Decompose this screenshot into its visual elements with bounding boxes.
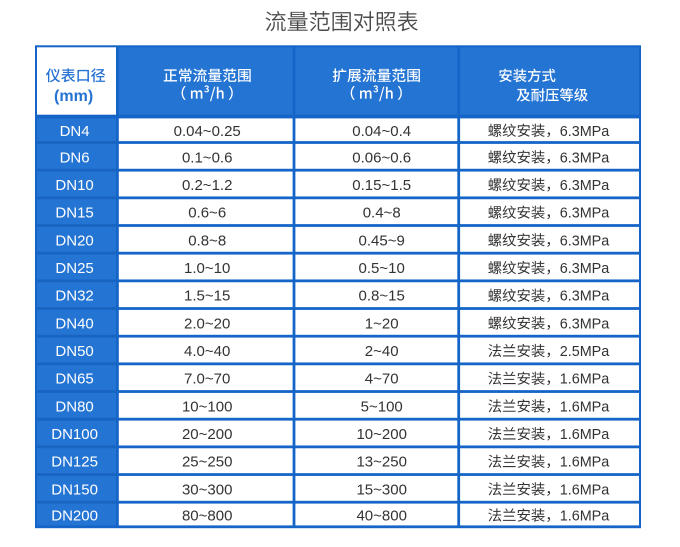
svg-text:2.5MPa: 2.5MPa bbox=[560, 344, 610, 360]
svg-text:1.6MPa: 1.6MPa bbox=[560, 427, 610, 443]
svg-text:15~300: 15~300 bbox=[356, 481, 406, 498]
svg-text:DN40: DN40 bbox=[55, 315, 93, 332]
svg-text:1.6MPa: 1.6MPa bbox=[560, 455, 610, 471]
svg-text:0.45~9: 0.45~9 bbox=[359, 232, 405, 249]
svg-text:4.0~40: 4.0~40 bbox=[184, 343, 230, 360]
svg-text:0.8~15: 0.8~15 bbox=[359, 288, 405, 305]
svg-text:40~800: 40~800 bbox=[356, 508, 406, 525]
svg-text:4~70: 4~70 bbox=[365, 371, 399, 388]
svg-text:DN4: DN4 bbox=[60, 123, 90, 140]
svg-text:1.6MPa: 1.6MPa bbox=[560, 399, 610, 415]
svg-text:DN25: DN25 bbox=[55, 260, 93, 277]
svg-text:80~800: 80~800 bbox=[182, 508, 232, 525]
svg-text:13~250: 13~250 bbox=[356, 454, 406, 471]
svg-text:10~100: 10~100 bbox=[182, 398, 232, 415]
svg-text:6.3MPa: 6.3MPa bbox=[560, 289, 610, 305]
svg-text:DN200: DN200 bbox=[51, 508, 98, 525]
svg-text:DN50: DN50 bbox=[55, 343, 93, 360]
svg-text:6.3MPa: 6.3MPa bbox=[560, 316, 610, 332]
svg-text:0.06~0.6: 0.06~0.6 bbox=[352, 149, 411, 166]
svg-text:DN100: DN100 bbox=[51, 426, 98, 443]
svg-text:0.1~0.6: 0.1~0.6 bbox=[182, 149, 232, 166]
svg-text:0.2~1.2: 0.2~1.2 bbox=[182, 177, 232, 194]
svg-text:0.4~8: 0.4~8 bbox=[363, 205, 401, 222]
svg-text:1.6MPa: 1.6MPa bbox=[560, 482, 610, 498]
svg-text:1~20: 1~20 bbox=[365, 315, 399, 332]
svg-text:6.3MPa: 6.3MPa bbox=[560, 178, 610, 194]
svg-text:0.6~6: 0.6~6 bbox=[188, 205, 226, 222]
svg-text:6.3MPa: 6.3MPa bbox=[560, 261, 610, 277]
svg-text:DN65: DN65 bbox=[55, 371, 93, 388]
svg-text:5~100: 5~100 bbox=[361, 398, 403, 415]
svg-text:0.5~10: 0.5~10 bbox=[359, 260, 405, 277]
svg-text:30~300: 30~300 bbox=[182, 481, 232, 498]
svg-text:1.5~15: 1.5~15 bbox=[184, 288, 230, 305]
svg-text:6.3MPa: 6.3MPa bbox=[560, 206, 610, 222]
svg-text:0.04~0.25: 0.04~0.25 bbox=[174, 123, 241, 140]
svg-text:6.3MPa: 6.3MPa bbox=[560, 150, 610, 166]
svg-text:0.8~8: 0.8~8 bbox=[188, 232, 226, 249]
svg-text:DN20: DN20 bbox=[55, 232, 93, 249]
svg-text:20~200: 20~200 bbox=[182, 426, 232, 443]
svg-text:25~250: 25~250 bbox=[182, 454, 232, 471]
svg-text:0.04~0.4: 0.04~0.4 bbox=[352, 123, 411, 140]
svg-text:1.0~10: 1.0~10 bbox=[184, 260, 230, 277]
svg-text:DN10: DN10 bbox=[55, 177, 93, 194]
svg-text:DN32: DN32 bbox=[55, 288, 93, 305]
svg-text:2~40: 2~40 bbox=[365, 343, 399, 360]
svg-text:7.0~70: 7.0~70 bbox=[184, 371, 230, 388]
svg-text:1.6MPa: 1.6MPa bbox=[560, 509, 610, 525]
svg-text:2.0~20: 2.0~20 bbox=[184, 315, 230, 332]
svg-text:0.15~1.5: 0.15~1.5 bbox=[352, 177, 411, 194]
svg-text:10~200: 10~200 bbox=[356, 426, 406, 443]
svg-text:DN6: DN6 bbox=[60, 149, 90, 166]
svg-text:6.3MPa: 6.3MPa bbox=[560, 124, 610, 140]
svg-text:6.3MPa: 6.3MPa bbox=[560, 233, 610, 249]
svg-text:DN80: DN80 bbox=[55, 398, 93, 415]
svg-text:DN125: DN125 bbox=[51, 454, 98, 471]
svg-text:DN150: DN150 bbox=[51, 481, 98, 498]
svg-text:(mm): (mm) bbox=[54, 88, 93, 105]
svg-text:1.6MPa: 1.6MPa bbox=[560, 372, 610, 388]
svg-text:DN15: DN15 bbox=[55, 205, 93, 222]
